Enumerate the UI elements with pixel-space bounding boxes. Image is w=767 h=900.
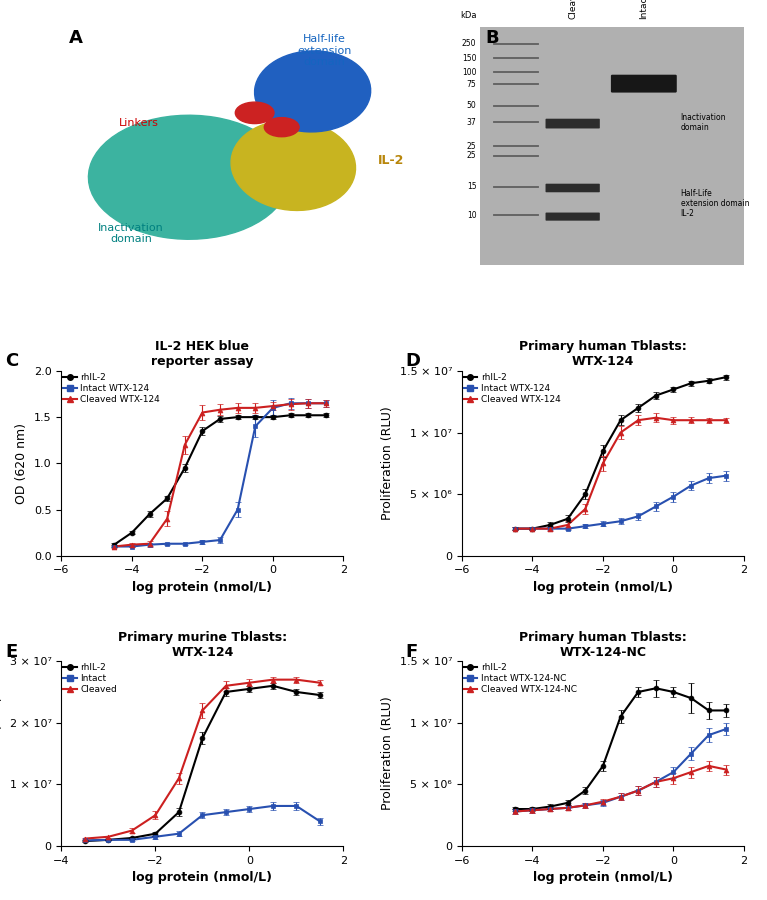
Text: 250: 250: [462, 40, 476, 49]
Y-axis label: Proliferation (RLU): Proliferation (RLU): [0, 697, 4, 811]
Text: D: D: [406, 353, 420, 371]
Y-axis label: OD (620 nm): OD (620 nm): [15, 423, 28, 504]
Legend: rhIL-2, Intact WTX-124, Cleaved WTX-124: rhIL-2, Intact WTX-124, Cleaved WTX-124: [63, 373, 160, 404]
Ellipse shape: [231, 121, 356, 211]
Text: E: E: [5, 643, 17, 661]
Text: 37: 37: [467, 118, 476, 127]
Text: 50: 50: [467, 101, 476, 110]
Text: C: C: [5, 353, 18, 371]
FancyBboxPatch shape: [545, 119, 600, 129]
Text: kDa: kDa: [460, 11, 476, 20]
Legend: rhIL-2, Intact WTX-124-NC, Cleaved WTX-124-NC: rhIL-2, Intact WTX-124-NC, Cleaved WTX-1…: [464, 663, 577, 695]
Text: 100: 100: [462, 68, 476, 76]
Text: 15: 15: [467, 183, 476, 192]
Text: B: B: [486, 30, 499, 48]
FancyBboxPatch shape: [611, 75, 676, 93]
Title: Primary murine Tblasts:
WTX-124: Primary murine Tblasts: WTX-124: [118, 631, 287, 659]
Text: 75: 75: [467, 80, 476, 89]
Legend: rhIL-2, Intact WTX-124, Cleaved WTX-124: rhIL-2, Intact WTX-124, Cleaved WTX-124: [464, 373, 561, 404]
Text: Linkers: Linkers: [119, 118, 159, 128]
Y-axis label: Proliferation (RLU): Proliferation (RLU): [381, 407, 394, 520]
X-axis label: log protein (nmol/L): log protein (nmol/L): [533, 581, 673, 594]
Title: IL-2 HEK blue
reporter assay: IL-2 HEK blue reporter assay: [151, 340, 254, 368]
FancyBboxPatch shape: [545, 212, 600, 220]
X-axis label: log protein (nmol/L): log protein (nmol/L): [133, 581, 272, 594]
Text: IL-2: IL-2: [378, 154, 405, 167]
Title: Primary human Tblasts:
WTX-124: Primary human Tblasts: WTX-124: [519, 340, 686, 368]
Text: A: A: [69, 30, 83, 48]
Ellipse shape: [88, 115, 289, 239]
Text: Intact: Intact: [640, 0, 648, 19]
Text: Inactivation
domain: Inactivation domain: [98, 222, 164, 244]
Text: Half-life
extension
domain: Half-life extension domain: [297, 34, 351, 68]
Ellipse shape: [235, 102, 274, 123]
Ellipse shape: [265, 118, 299, 137]
Title: Primary human Tblasts:
WTX-124-NC: Primary human Tblasts: WTX-124-NC: [519, 631, 686, 659]
Text: 25: 25: [467, 141, 476, 150]
FancyBboxPatch shape: [545, 184, 600, 193]
X-axis label: log protein (nmol/L): log protein (nmol/L): [133, 871, 272, 885]
Text: 150: 150: [462, 53, 476, 62]
Text: F: F: [406, 643, 418, 661]
Text: 10: 10: [467, 211, 476, 220]
Text: Inactivation
domain: Inactivation domain: [681, 112, 726, 132]
Ellipse shape: [255, 51, 370, 132]
Y-axis label: Proliferation (RLU): Proliferation (RLU): [381, 697, 394, 811]
Text: Half-Life
extension domain
IL-2: Half-Life extension domain IL-2: [681, 189, 749, 219]
Text: Cleaved: Cleaved: [568, 0, 578, 19]
Legend: rhIL-2, Intact, Cleaved: rhIL-2, Intact, Cleaved: [63, 663, 117, 695]
Text: 25: 25: [467, 151, 476, 160]
X-axis label: log protein (nmol/L): log protein (nmol/L): [533, 871, 673, 885]
